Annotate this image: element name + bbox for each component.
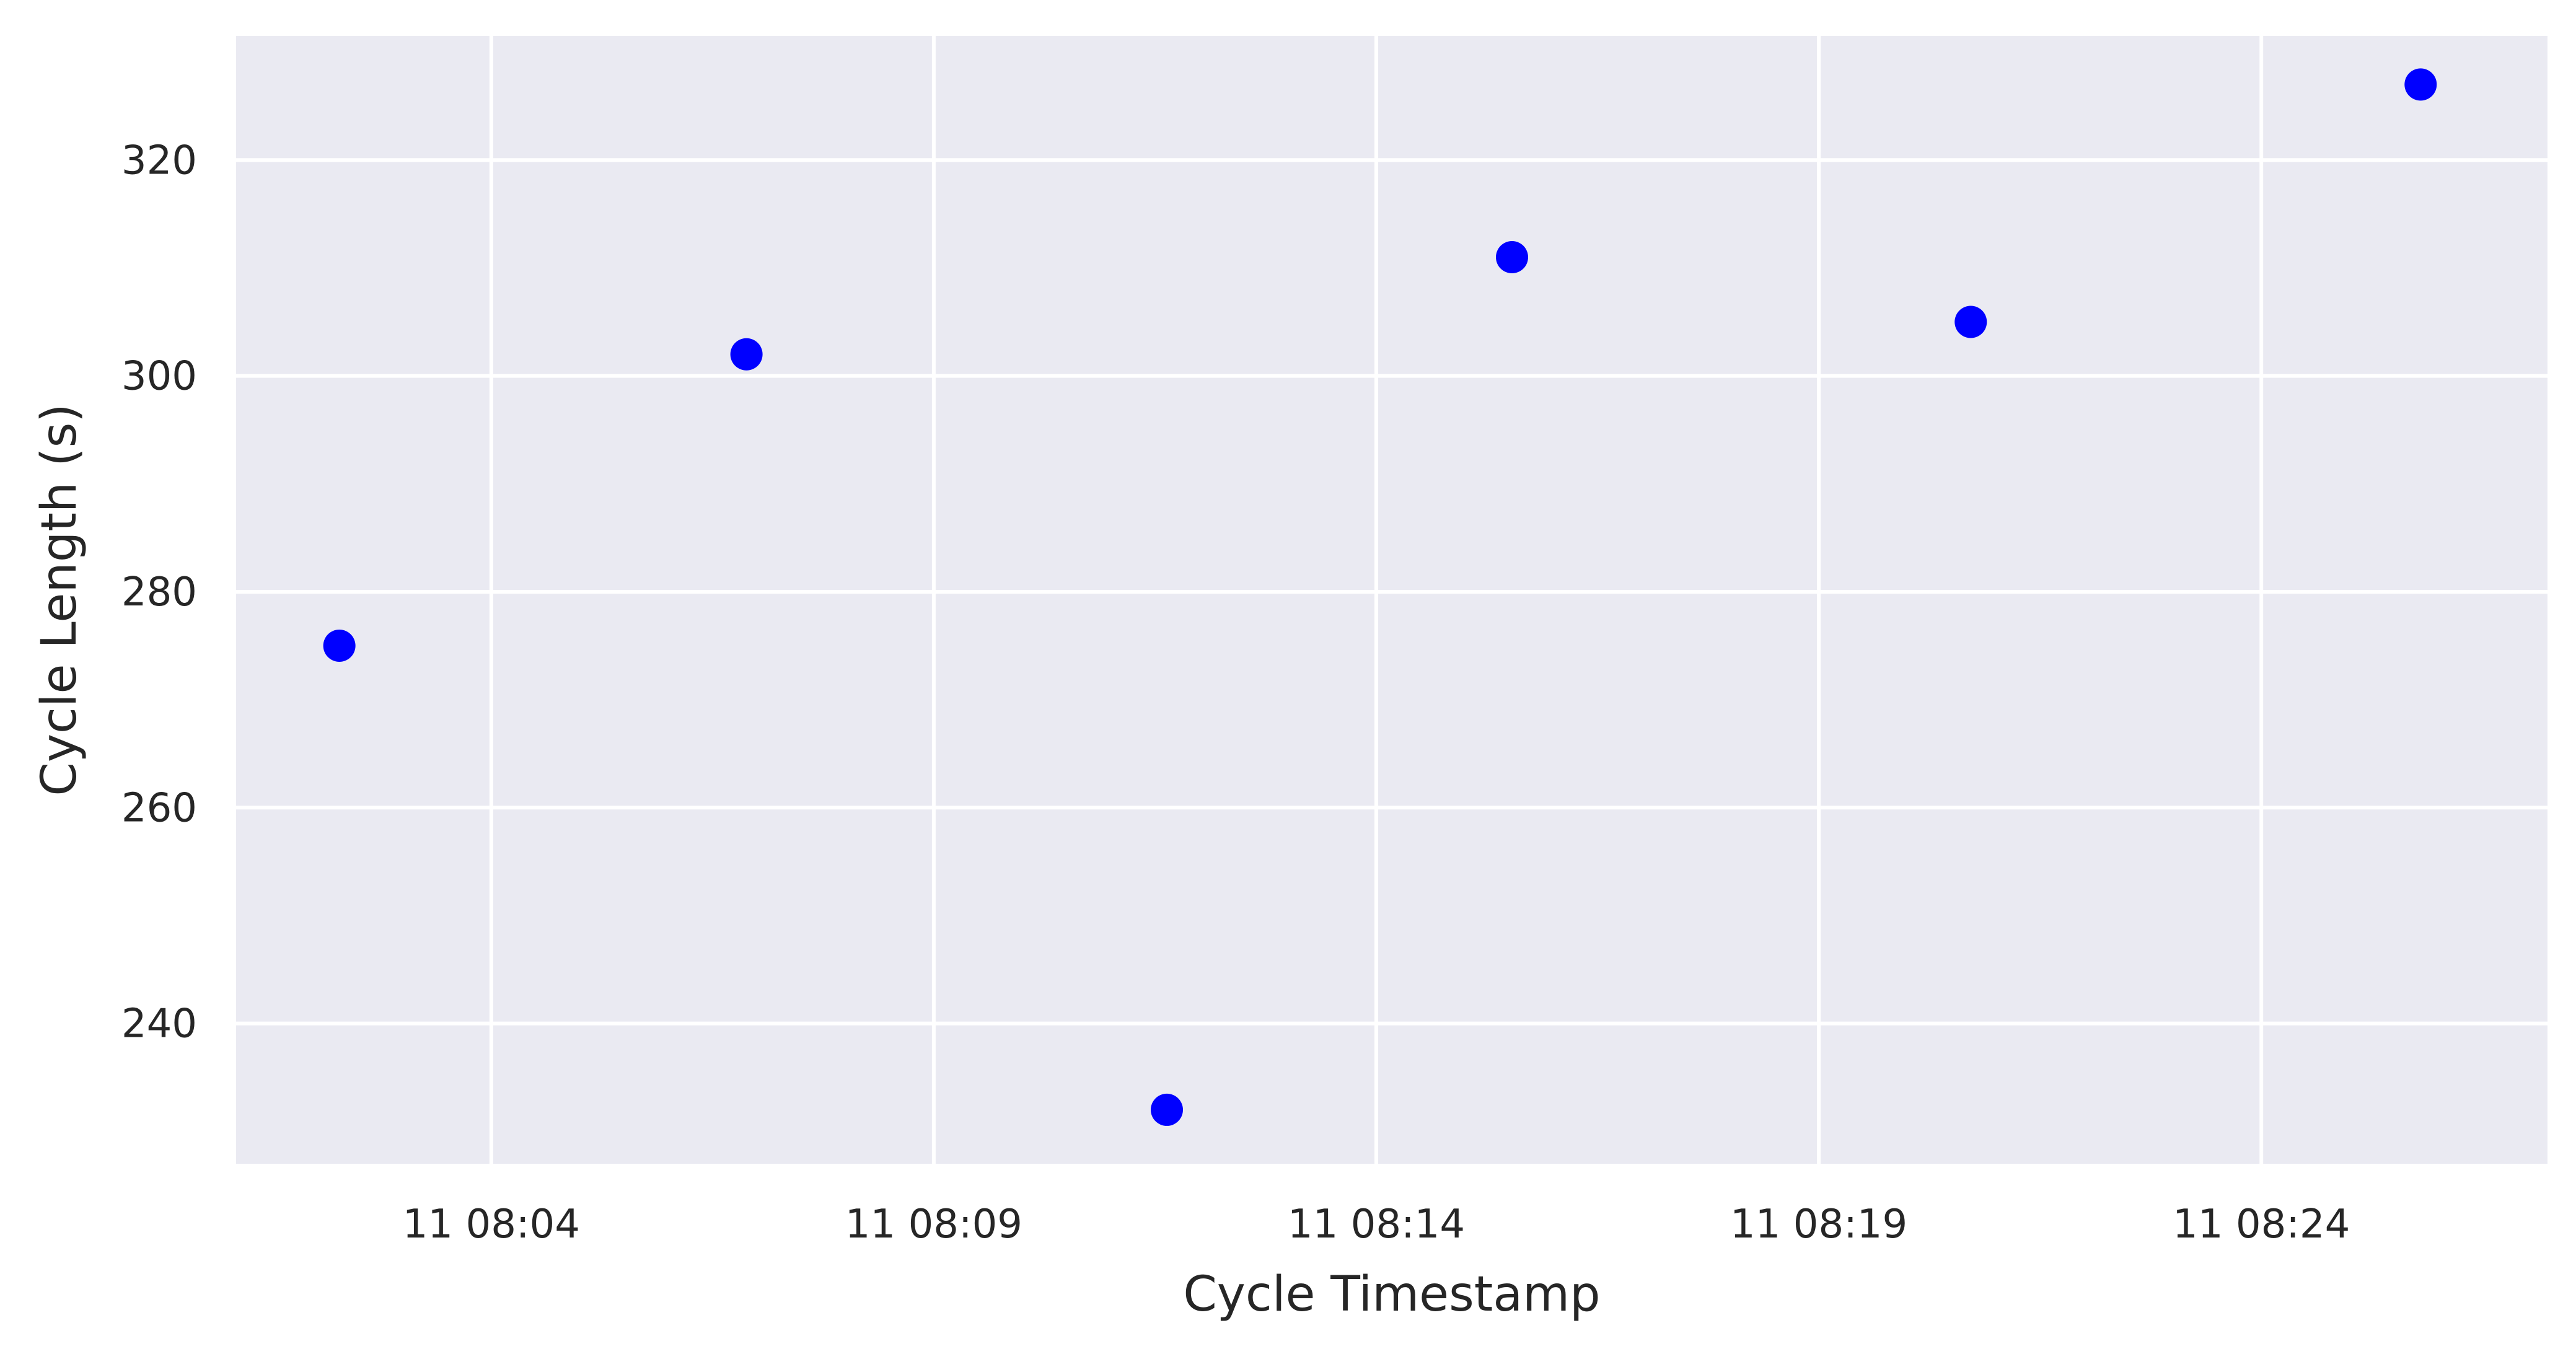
y-tick-label: 320 — [121, 138, 197, 183]
y-tick-label: 280 — [121, 569, 197, 615]
x-tick-label: 11 08:09 — [845, 1202, 1022, 1247]
data-point — [1150, 1093, 1183, 1126]
y-tick-label: 240 — [121, 1001, 197, 1047]
x-tick-label: 11 08:04 — [403, 1202, 580, 1247]
x-tick-label: 11 08:14 — [1288, 1202, 1465, 1247]
x-tick-label: 11 08:24 — [2173, 1202, 2350, 1247]
data-point — [1954, 306, 1987, 338]
x-tick-label: 11 08:19 — [1730, 1202, 1907, 1247]
data-point — [1495, 241, 1528, 274]
grid-lines — [236, 36, 2547, 1164]
data-point — [730, 338, 763, 371]
data-points — [323, 68, 2437, 1126]
y-tick-label: 260 — [121, 785, 197, 831]
x-tick-labels: 11 08:04 11 08:09 11 08:14 11 08:19 11 08:24 — [403, 1202, 2350, 1247]
y-tick-labels: 240 260 280 300 320 — [121, 138, 197, 1047]
plot-area — [236, 36, 2547, 1164]
y-tick-label: 300 — [121, 354, 197, 400]
data-point — [2404, 68, 2437, 101]
y-axis-label: Cycle Length (s) — [32, 403, 87, 796]
x-axis-label: Cycle Timestamp — [1183, 1267, 1600, 1322]
data-point — [323, 630, 356, 662]
